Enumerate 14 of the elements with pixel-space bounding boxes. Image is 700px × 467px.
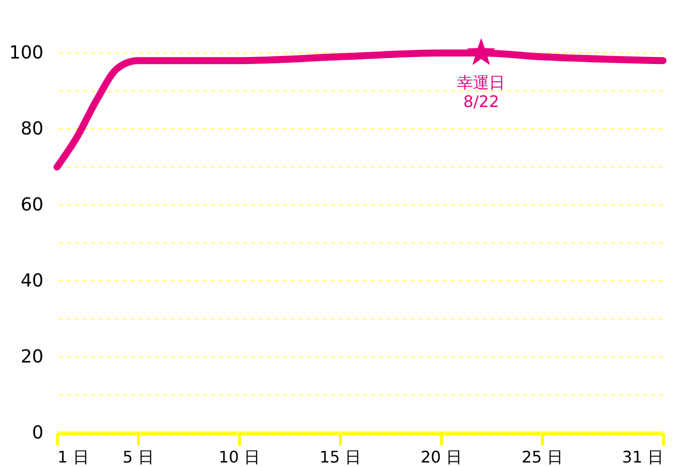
annotation: 幸運日 8/22	[457, 73, 506, 111]
y-tick-label: 20	[20, 346, 44, 368]
x-tick-label: 25 日	[522, 448, 564, 466]
x-tick-label: 5 日	[122, 448, 154, 466]
x-tick-label: 1 日	[58, 448, 89, 466]
x-tick-label: 15 日	[320, 448, 362, 466]
x-tick-label: 31 日	[622, 448, 664, 466]
y-tick-label: 0	[32, 422, 44, 444]
y-tick-label: 40	[20, 270, 44, 292]
y-tick-label: 100	[9, 42, 44, 64]
x-tick-label: 10 日	[218, 448, 260, 466]
y-tick-label: 60	[20, 194, 44, 216]
y-tick-label: 80	[20, 118, 44, 140]
x-tick-label: 20 日	[420, 448, 462, 466]
